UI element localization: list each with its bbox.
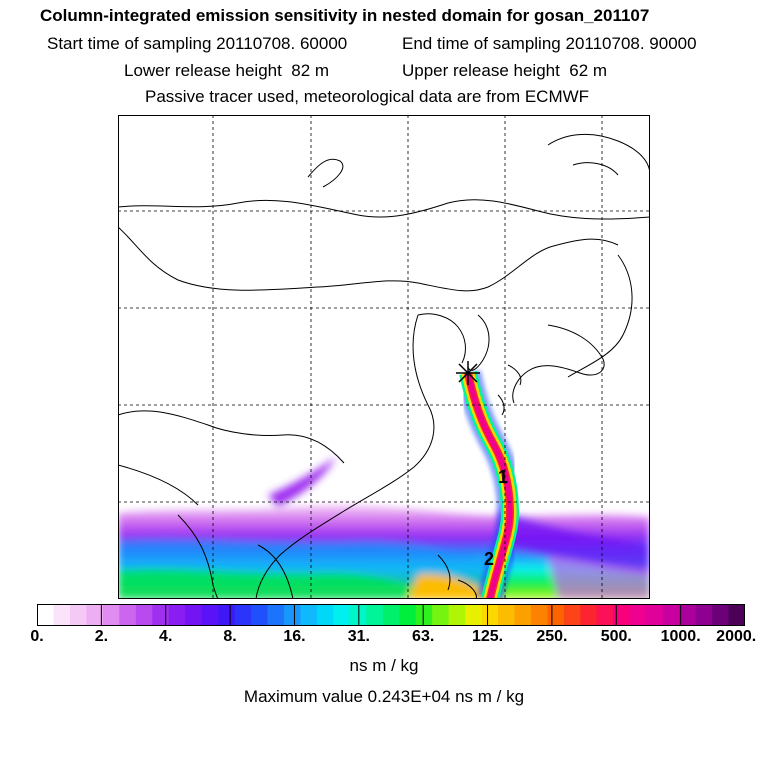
colorbar-cell	[514, 604, 532, 626]
colorbar-cell	[530, 604, 548, 626]
colorbar-cell	[300, 604, 318, 626]
colorbar-cell	[382, 604, 400, 626]
colorbar-cell	[267, 604, 285, 626]
colorbar-cell	[646, 604, 664, 626]
map-panel: 1 2	[118, 115, 650, 599]
colorbar-tick-label: 16.	[283, 628, 306, 645]
colorbar-cell	[168, 604, 186, 626]
lower-label: Lower release height	[124, 61, 282, 80]
colorbar-tick-label: 0.	[30, 628, 44, 645]
colorbar-cell	[185, 604, 203, 626]
start-value: 20110708. 60000	[216, 34, 348, 53]
colorbar-cell	[201, 604, 219, 626]
colorbar-cell	[234, 604, 252, 626]
maximum-value-label: Maximum value 0.243E+04 ns m / kg	[243, 687, 525, 706]
start-label: Start time of sampling	[47, 34, 212, 53]
day-marker-2: 2	[484, 549, 494, 569]
colorbar-cell	[366, 604, 384, 626]
day-marker-1: 1	[498, 467, 508, 487]
map-title: Column-integrated emission sensitivity i…	[40, 6, 650, 25]
colorbar-cell	[119, 604, 137, 626]
colorbar-cell	[432, 604, 450, 626]
colorbar-cell	[86, 604, 104, 626]
release-site-star-icon	[456, 361, 480, 385]
colorbar-cell	[399, 604, 417, 626]
colorbar-cell	[69, 604, 87, 626]
colorbar-cell	[498, 604, 515, 626]
colorbar-cell	[662, 604, 680, 626]
colorbar-cell	[53, 604, 71, 626]
colorbar-cell	[283, 604, 301, 626]
tracer-note: Passive tracer used, meteorological data…	[145, 87, 590, 106]
colorbar-tick-label: 250.	[536, 628, 568, 645]
colorbar-tick-label: 2000.	[716, 628, 757, 645]
end-label: End time of sampling	[402, 34, 561, 53]
colorbar-cell	[712, 604, 730, 626]
colorbar-cell	[415, 604, 433, 626]
colorbar-cell	[251, 604, 269, 626]
colorbar-tick-label: 31.	[347, 628, 370, 645]
colorbar-tick-label: 8.	[223, 628, 237, 645]
colorbar-cell	[481, 604, 499, 626]
colorbar-cell	[465, 604, 483, 626]
colorbar	[37, 604, 745, 626]
colorbar-tick-label: 2.	[94, 628, 109, 645]
colorbar-cell	[580, 604, 598, 626]
colorbar-cell	[679, 604, 697, 626]
colorbar-tick-label: 500.	[600, 628, 632, 645]
lower-value: 82 m	[291, 61, 330, 80]
upper-value: 62 m	[569, 61, 608, 80]
colorbar-cell	[695, 604, 713, 626]
colorbar-cell	[629, 604, 647, 626]
colorbar-tick-label: 63.	[412, 628, 435, 645]
colorbar-cell	[316, 604, 334, 626]
colorbar-unit-label: ns m / kg	[349, 656, 419, 675]
colorbar-cell	[135, 604, 153, 626]
release-lower: Lower release height 82 m	[124, 61, 329, 81]
release-upper: Upper release height 62 m	[402, 61, 607, 81]
colorbar-cell	[152, 604, 170, 626]
colorbar-cell	[218, 604, 236, 626]
colorbar-tick-label: 125.	[471, 628, 504, 645]
sampling-end: End time of sampling 20110708. 90000	[402, 34, 697, 54]
colorbar-cell	[596, 604, 614, 626]
colorbar-cell	[547, 604, 565, 626]
colorbar-tick-label: 4.	[159, 628, 173, 645]
end-value: 20110708. 90000	[565, 34, 697, 53]
sampling-start: Start time of sampling 20110708. 60000	[47, 34, 347, 54]
upper-label: Upper release height	[402, 61, 560, 80]
colorbar-cell	[333, 604, 351, 626]
colorbar-cell	[728, 604, 745, 626]
southern-plume	[118, 457, 650, 599]
transport-pathway-plume	[455, 370, 524, 599]
colorbar-tick-label: 1000.	[660, 628, 701, 645]
colorbar-cell	[102, 604, 120, 626]
colorbar-cell	[563, 604, 581, 626]
colorbar-cell	[37, 604, 54, 626]
colorbar-cell	[613, 604, 631, 626]
map-frame	[118, 115, 650, 599]
colorbar-cell	[448, 604, 466, 626]
graticule	[118, 115, 650, 599]
